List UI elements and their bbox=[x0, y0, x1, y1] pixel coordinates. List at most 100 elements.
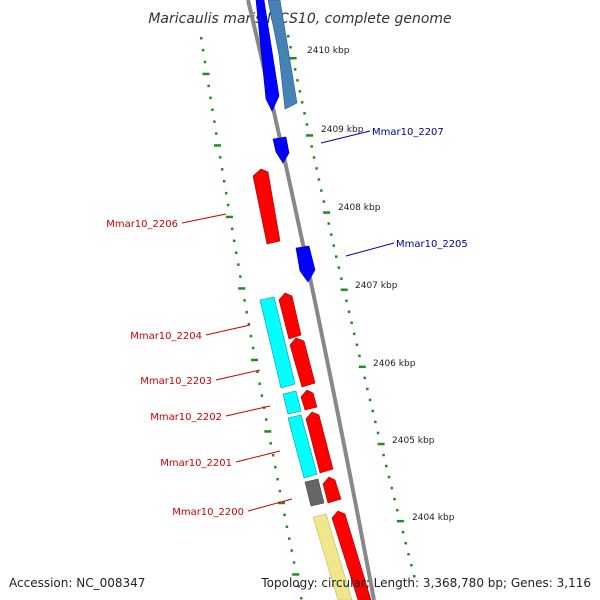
minor-tick bbox=[355, 343, 359, 347]
minor-tick bbox=[224, 191, 228, 195]
major-tick bbox=[340, 288, 348, 291]
minor-tick bbox=[327, 222, 330, 225]
minor-tick bbox=[368, 398, 372, 402]
gene-arrow-reverse[interactable] bbox=[300, 389, 318, 411]
gene-arrow-forward[interactable] bbox=[295, 245, 316, 283]
gene-label-leader bbox=[225, 405, 271, 417]
major-tick bbox=[264, 430, 272, 433]
outer-tick-ring bbox=[287, 35, 416, 578]
other-feature-alt[interactable] bbox=[312, 513, 353, 600]
minor-tick bbox=[305, 123, 309, 126]
minor-tick bbox=[289, 46, 292, 49]
minor-tick bbox=[203, 60, 207, 64]
minor-tick bbox=[298, 90, 302, 93]
major-tick bbox=[396, 519, 404, 523]
gene-label-leader bbox=[215, 369, 261, 381]
minor-tick bbox=[276, 477, 279, 481]
gene-label[interactable]: Mmar10_2202 bbox=[150, 412, 222, 423]
minor-tick bbox=[335, 255, 338, 258]
major-tick bbox=[289, 57, 297, 60]
gene-arrow-forward[interactable] bbox=[272, 136, 290, 164]
minor-tick bbox=[297, 585, 301, 588]
minor-tick bbox=[237, 263, 240, 266]
major-tick bbox=[278, 501, 285, 505]
minor-tick bbox=[385, 464, 388, 468]
minor-tick bbox=[410, 564, 413, 567]
minor-tick bbox=[292, 561, 296, 564]
gene-arrow-forward-alt[interactable] bbox=[267, 0, 298, 110]
minor-tick bbox=[337, 266, 341, 269]
minor-tick bbox=[222, 180, 226, 183]
gene-label[interactable]: Mmar10_2207 bbox=[372, 127, 444, 138]
major-tick bbox=[306, 134, 313, 137]
gene-label[interactable]: Mmar10_2201 bbox=[160, 458, 232, 469]
minor-tick bbox=[215, 132, 218, 135]
scale-label: 2406 kbp bbox=[373, 359, 416, 369]
minor-tick bbox=[288, 537, 291, 540]
gene-arrow-reverse-alt[interactable] bbox=[287, 414, 318, 479]
minor-tick bbox=[340, 277, 343, 280]
minor-tick bbox=[390, 486, 393, 490]
gene-label-leader bbox=[181, 213, 227, 224]
gene-label-leader bbox=[320, 130, 371, 144]
minor-tick bbox=[404, 541, 407, 545]
major-tick bbox=[323, 211, 331, 214]
minor-tick bbox=[387, 475, 391, 479]
gene-arrow-reverse[interactable] bbox=[289, 337, 316, 388]
gene-arrow-reverse[interactable] bbox=[331, 510, 372, 600]
minor-tick bbox=[218, 156, 222, 159]
gene-label[interactable]: Mmar10_2203 bbox=[140, 376, 212, 387]
gene-label-leader bbox=[345, 242, 395, 257]
minor-tick bbox=[283, 513, 286, 517]
minor-tick bbox=[353, 332, 356, 336]
minor-tick bbox=[396, 508, 399, 512]
minor-tick bbox=[230, 227, 234, 231]
minor-tick bbox=[401, 530, 405, 534]
minor-tick bbox=[239, 275, 242, 278]
other-feature[interactable] bbox=[304, 478, 325, 507]
gene-arrow-forward[interactable] bbox=[255, 0, 280, 112]
major-tick bbox=[377, 442, 385, 446]
gene-label[interactable]: Mmar10_2204 bbox=[130, 331, 202, 342]
minor-tick bbox=[201, 48, 205, 52]
gene-label[interactable]: Mmar10_2206 bbox=[106, 219, 178, 230]
gene-arrow-reverse[interactable] bbox=[305, 411, 334, 474]
major-tick bbox=[202, 72, 210, 76]
minor-tick bbox=[315, 167, 318, 170]
minor-tick bbox=[413, 575, 416, 578]
gene-label-leader bbox=[247, 498, 293, 512]
minor-tick bbox=[274, 465, 277, 469]
minor-tick bbox=[296, 79, 299, 82]
minor-tick bbox=[247, 323, 251, 326]
minor-tick bbox=[393, 497, 396, 501]
inner-tick-ring bbox=[200, 37, 303, 600]
gene-arrow-reverse-alt[interactable] bbox=[259, 296, 296, 389]
minor-tick bbox=[226, 203, 230, 207]
scale-label: 2409 kbp bbox=[321, 125, 364, 135]
scale-label: 2405 kbp bbox=[392, 436, 435, 446]
minor-tick bbox=[220, 168, 224, 171]
gene-label[interactable]: Mmar10_2200 bbox=[172, 507, 244, 518]
major-tick bbox=[225, 215, 233, 219]
minor-tick bbox=[310, 145, 313, 148]
minor-tick bbox=[278, 489, 282, 493]
minor-tick bbox=[374, 420, 377, 424]
minor-tick bbox=[382, 453, 385, 457]
minor-tick bbox=[371, 409, 374, 413]
gene-arrow-reverse-alt[interactable] bbox=[282, 390, 302, 415]
minor-tick bbox=[207, 84, 210, 88]
minor-tick bbox=[249, 334, 253, 338]
gene-label-leader bbox=[205, 324, 251, 336]
minor-tick bbox=[256, 370, 259, 374]
gene-label[interactable]: Mmar10_2205 bbox=[396, 239, 468, 250]
minor-tick bbox=[322, 200, 326, 203]
minor-tick bbox=[287, 35, 290, 38]
minor-tick bbox=[345, 299, 348, 302]
major-tick bbox=[292, 573, 300, 576]
minor-tick bbox=[358, 354, 361, 358]
gene-arrow-reverse[interactable] bbox=[278, 292, 302, 340]
minor-tick bbox=[235, 251, 238, 254]
gene-arrow-reverse[interactable] bbox=[322, 476, 342, 504]
gene-arrow-reverse[interactable] bbox=[252, 168, 281, 245]
minor-tick bbox=[271, 454, 275, 457]
